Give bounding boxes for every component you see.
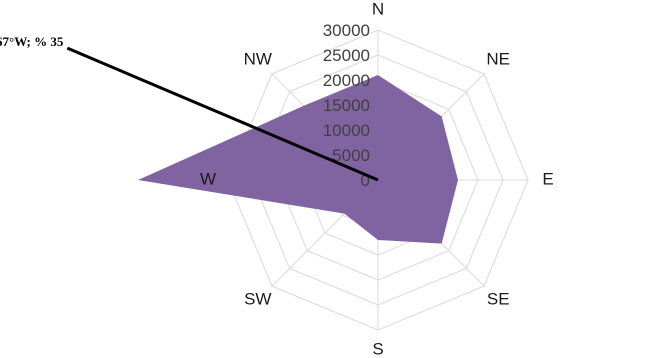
direction-label-s: S — [372, 339, 383, 358]
r-tick-label: 15000 — [323, 96, 370, 115]
r-tick-label: 20000 — [323, 71, 370, 90]
annotation-arrow-line — [66, 46, 379, 182]
r-tick-label: 10000 — [323, 121, 370, 140]
r-tick-label: 25000 — [323, 46, 370, 65]
r-tick-label: 5000 — [332, 146, 370, 165]
r-tick-label: 30000 — [323, 21, 370, 40]
r-tick-label: 0 — [361, 171, 370, 190]
annotation-group: N67°W; % 35 — [0, 34, 379, 182]
radial-tick-labels: 0 5000 10000 15000 20000 25000 30000 — [323, 21, 370, 190]
direction-label-e: E — [542, 169, 553, 188]
direction-label-sw: SW — [244, 290, 271, 309]
direction-label-n: N — [372, 0, 384, 18]
series-area — [138, 75, 458, 244]
direction-label-w: W — [200, 169, 216, 188]
direction-label-se: SE — [487, 290, 510, 309]
direction-labels: N NE E SE S SW W NW — [200, 0, 554, 358]
direction-label-ne: NE — [486, 49, 510, 68]
annotation-label: N67°W; % 35 — [0, 34, 64, 49]
direction-label-nw: NW — [244, 49, 272, 68]
